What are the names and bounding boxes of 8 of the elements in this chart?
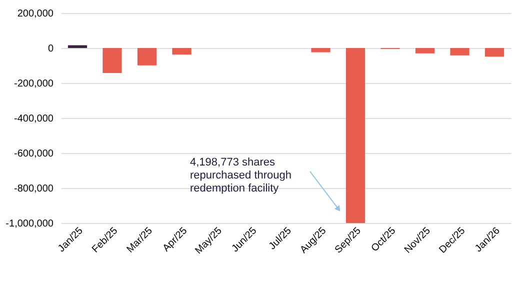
y-tick-label: 0 xyxy=(48,44,54,54)
y-tick-label: -200,000 xyxy=(14,78,54,90)
y-tick-label: -1,000,000 xyxy=(6,218,54,230)
annotation: 4,198,773 shares repurchased through redemption facility xyxy=(190,156,292,194)
y-tick-label: -600,000 xyxy=(14,148,54,160)
y-tick-label: 200,000 xyxy=(17,8,54,20)
y-tick-label: -800,000 xyxy=(14,184,54,194)
y-tick-label: -400,000 xyxy=(14,114,54,124)
